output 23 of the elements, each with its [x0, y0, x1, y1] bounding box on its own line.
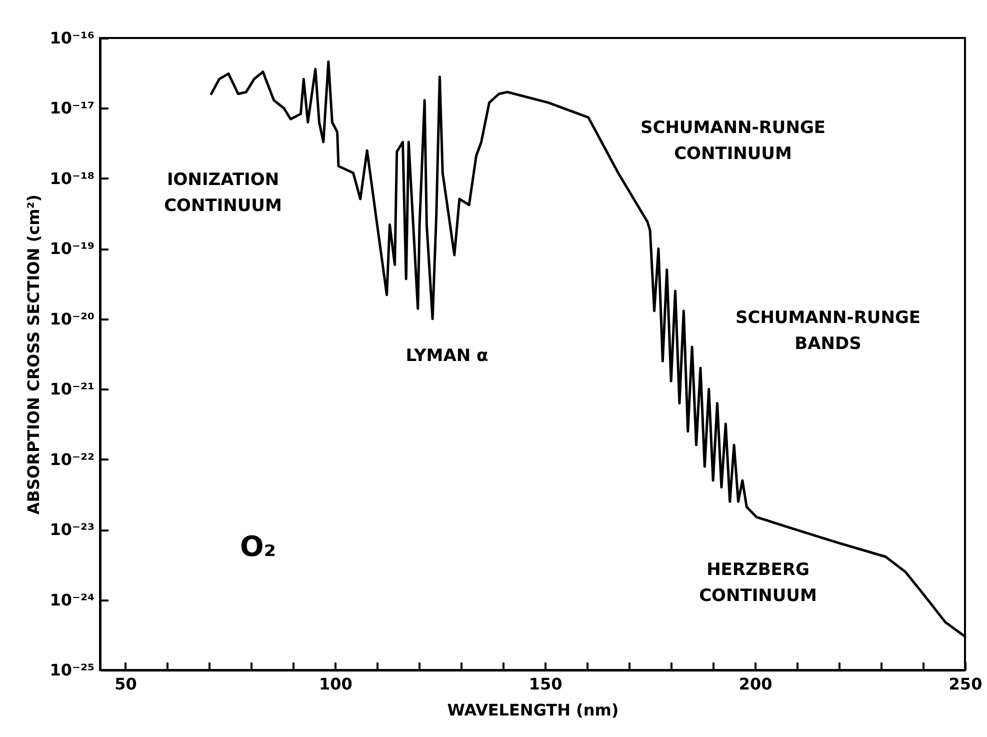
- y-tick-label: 10⁻²⁴: [50, 590, 94, 610]
- annotation: O₂: [240, 530, 276, 563]
- y-tick-label: 10⁻¹⁹: [50, 239, 94, 258]
- y-tick-label: 10⁻²¹: [50, 380, 94, 399]
- x-tick-label: 200: [738, 674, 772, 694]
- y-tick-label: 10⁻²⁰: [50, 309, 94, 328]
- x-tick-label: 250: [948, 674, 982, 694]
- y-tick-label: 10⁻²⁵: [50, 660, 94, 680]
- annotation: LYMAN α: [406, 346, 488, 366]
- x-tick-label: 150: [528, 674, 562, 694]
- annotation: SCHUMANN-RUNGE BANDS: [735, 308, 921, 354]
- annotation: HERZBERG CONTINUUM: [699, 560, 817, 606]
- x-tick-label: 50: [114, 674, 137, 694]
- y-tick-label: 10⁻¹⁶: [50, 28, 94, 48]
- x-axis-title: WAVELENGTH (nm): [447, 700, 619, 720]
- y-axis-title: ABSORPTION CROSS SECTION (cm²): [24, 194, 43, 515]
- y-tick-label: 10⁻²²: [50, 450, 94, 469]
- y-tick-label: 10⁻²³: [50, 520, 94, 540]
- annotation: SCHUMANN-RUNGE CONTINUUM: [640, 118, 826, 164]
- x-tick-label: 100: [318, 674, 352, 694]
- annotation: IONIZATION CONTINUUM: [164, 170, 282, 216]
- y-tick-label: 10⁻¹⁸: [50, 168, 94, 188]
- y-tick-label: 10⁻¹⁷: [50, 98, 94, 118]
